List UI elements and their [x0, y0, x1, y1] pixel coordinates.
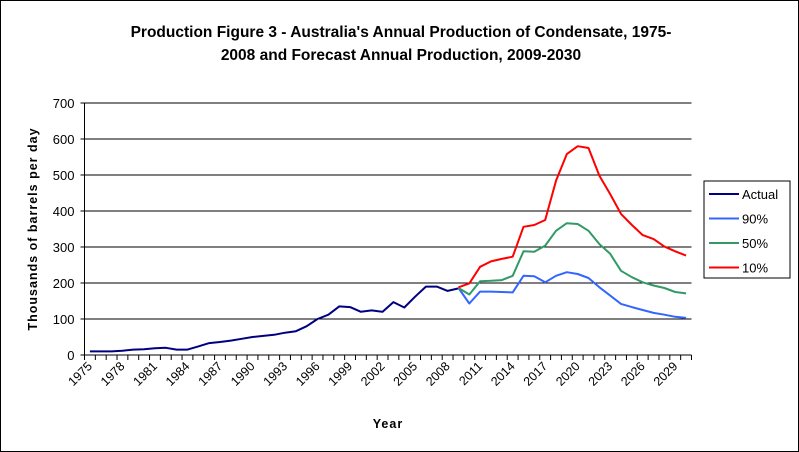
x-tick-label: 1987 — [196, 359, 226, 389]
x-tick-label: 2014 — [488, 359, 518, 389]
x-tick-label: 1999 — [326, 359, 356, 389]
x-tick-label: 1978 — [98, 359, 128, 389]
x-tick-label: 2011 — [456, 359, 485, 388]
legend-label: 10% — [742, 261, 768, 276]
y-tick-label: 700 — [53, 96, 75, 111]
y-axis-ticks: 0 100 200 300 400 500 600 700 — [53, 96, 85, 363]
x-tick-label: 1975 — [65, 359, 95, 389]
series-line-10pct — [458, 145, 687, 289]
x-axis-ticks: 1975 1978 1981 1984 1987 1990 1993 1996 1999 2002… — [65, 355, 692, 389]
x-tick-label: 2023 — [586, 359, 616, 389]
y-tick-label: 600 — [53, 132, 75, 147]
x-tick-label: 1990 — [228, 359, 258, 389]
y-axis-label: Thousands of barrels per day — [26, 127, 40, 330]
legend: Actual 90% 50% 10% — [703, 180, 791, 279]
x-tick-label: 2026 — [618, 359, 648, 389]
series-lines — [89, 145, 687, 353]
x-tick-label: 1984 — [163, 359, 193, 389]
y-tick-label: 0 — [67, 348, 74, 363]
legend-box — [703, 180, 791, 279]
x-tick-label: 2008 — [423, 359, 453, 389]
chart-title-line-1: Production Figure 3 - Australia's Annual… — [131, 24, 672, 41]
gridlines — [84, 102, 692, 356]
chart-title-line-2: 2008 and Forecast Annual Production, 200… — [221, 47, 581, 64]
y-tick-label: 300 — [53, 240, 75, 255]
x-tick-label: 2020 — [553, 359, 583, 389]
legend-label: Actual — [742, 187, 778, 202]
x-tick-label: 2017 — [521, 359, 551, 389]
x-tick-label: 1996 — [293, 359, 323, 389]
series-line-50pct — [457, 222, 687, 296]
x-axis-label: Year — [373, 417, 403, 431]
x-tick-label: 1993 — [261, 359, 291, 389]
x-tick-label: 2005 — [391, 359, 421, 389]
legend-label: 90% — [742, 212, 768, 227]
x-tick-label: 2029 — [651, 359, 681, 389]
series-line-90pct — [457, 271, 687, 319]
y-tick-label: 100 — [53, 312, 75, 327]
x-tick-label: 1981 — [131, 359, 161, 389]
y-tick-label: 200 — [53, 276, 75, 291]
x-tick-label: 2002 — [358, 359, 388, 389]
legend-label: 50% — [742, 236, 768, 251]
y-tick-label: 500 — [53, 168, 75, 183]
series-line-actual — [89, 285, 459, 353]
y-tick-label: 400 — [53, 204, 75, 219]
